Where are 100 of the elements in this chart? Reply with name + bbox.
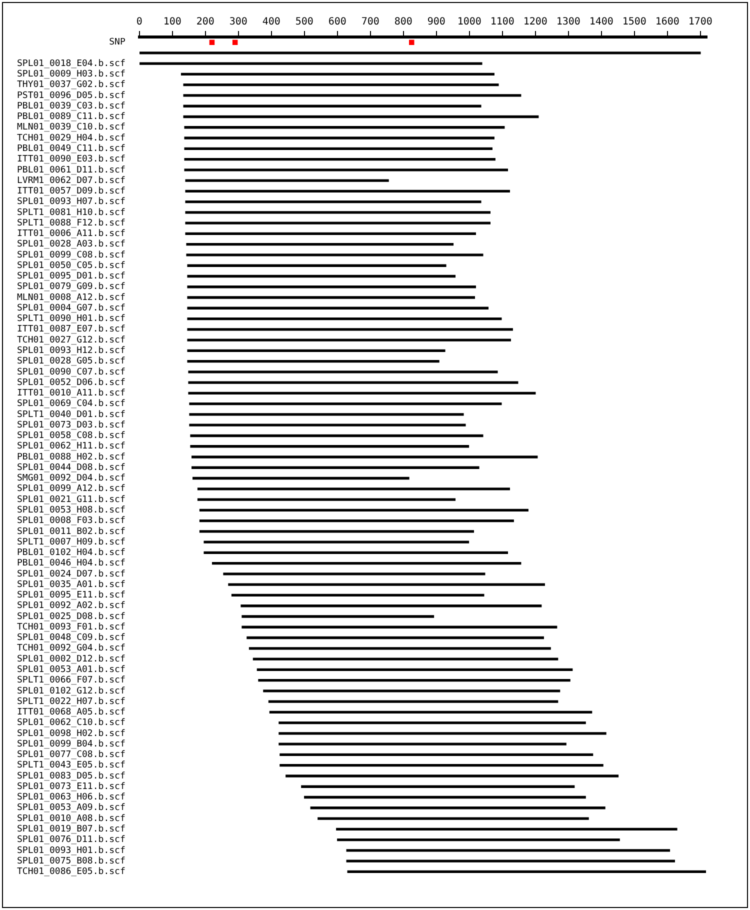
y-tick-label: SPL01_0093_H01.b.scf [16,846,126,856]
y-tick-label: SPL01_0009_H03.b.scf [16,70,126,80]
y-tick-label: PBL01_0049_C11.b.scf [16,144,126,154]
bar [187,328,513,331]
y-tick-label: SMG01_0092_D04.b.scf [16,474,126,484]
y-tick-label: SPL01_0008_F03.b.scf [16,516,126,526]
bar [199,530,474,533]
y-tick-label: THY01_0037_G02.b.scf [16,80,126,90]
y-tick-label: SNP [109,38,126,48]
bar [199,519,514,522]
y-tick-label: SPL01_0052_D06.b.scf [16,378,126,388]
y-tick-label: SPL01_0053_A01.b.scf [16,665,126,675]
bar [336,828,678,830]
bar [188,370,498,374]
bar [252,658,558,660]
bar [185,211,491,214]
y-tick-label: SPL01_0035_A01.b.scf [16,580,126,590]
bar [190,434,484,438]
y-tick-label: ITT01_0010_A11.b.scf [16,388,126,399]
bar [186,254,484,256]
bar [269,710,592,714]
bar [187,360,440,363]
bar [223,572,486,576]
y-tick-label: SPLT1_0081_H10.b.scf [16,208,126,218]
bar [204,551,508,554]
x-tick-label: 0 [136,16,142,28]
y-tick-label: TCH01_0086_E05.b.scf [16,867,126,878]
y-tick-label: SPL01_0024_D07.b.scf [16,569,126,580]
y-tick-label: SPL01_0048_C09.b.scf [16,633,126,644]
x-tick-label: 1500 [622,16,646,28]
x-tick-label: 1400 [589,16,614,28]
bar [346,849,670,852]
bar [185,232,476,236]
x-tick-label: 400 [262,16,280,28]
y-tick-label: MLN01_0008_A12.b.scf [16,292,126,303]
bar [240,604,542,608]
y-tick-label: SPL01_0053_H08.b.scf [16,506,126,516]
y-tick-label: PBL01_0089_C11.b.scf [16,112,126,122]
x-tick-label: 1100 [490,16,514,28]
y-tick-label: SPL01_0011_B02.b.scf [16,526,126,537]
y-tick-label: PBL01_0061_D11.b.scf [16,165,126,176]
y-tick-label: SPL01_0083_D05.b.scf [16,771,126,782]
bar [278,721,586,724]
bar [180,72,494,76]
bar [185,222,491,224]
y-tick-label: SPL01_0018_E04.b.scf [16,58,126,69]
bar [286,774,619,778]
x-tick-label: 300 [229,16,248,28]
y-tick-label: SPL01_0062_C10.b.scf [16,718,126,728]
y-tick-label: SPL01_0050_C05.b.scf [16,260,126,271]
y-tick-label: SPLT1_0040_D01.b.scf [16,410,126,420]
y-tick-label: ITT01_0006_A11.b.scf [16,229,126,240]
y-tick-label: SPL01_0099_C08.b.scf [16,250,126,260]
bar [263,690,560,692]
x-tick-label: 900 [427,16,446,28]
bar [185,190,510,193]
y-tick-label: SPL01_0069_C04.b.scf [16,399,126,410]
bar [318,817,589,820]
y-tick-label: PBL01_0088_H02.b.scf [16,452,126,462]
bar [280,753,594,756]
bar [183,84,499,86]
bar [189,402,502,406]
y-tick-label: SPL01_0028_G05.b.scf [16,356,126,367]
y-tick-label: PBL01_0102_H04.b.scf [16,548,126,558]
y-tick-label: SPL01_0021_G11.b.scf [16,494,126,505]
bar [204,540,470,544]
y-tick-label: SPL01_0010_A08.b.scf [16,814,126,824]
bar [187,349,446,352]
bar [140,62,482,65]
y-tick-label: SPL01_0004_G07.b.scf [16,303,126,314]
y-tick-label: SPL01_0079_G09.b.scf [16,282,126,292]
y-tick-label: SPL01_0099_B04.b.scf [16,739,126,750]
bar [212,562,522,565]
bar [189,413,464,416]
y-tick-label: ITT01_0087_E07.b.scf [16,324,126,335]
bar [199,508,528,512]
y-tick-label: SPL01_0077_C08.b.scf [16,750,126,760]
y-tick-label: ITT01_0057_D09.b.scf [16,186,126,197]
bar [190,445,470,448]
y-tick-label: SPL01_0058_C08.b.scf [16,431,126,442]
bar [187,274,456,278]
y-tick-label: SPLT1_0007_H09.b.scf [16,537,126,548]
bar [242,626,558,628]
bar [192,466,480,469]
y-tick-label: SPLT1_0088_F12.b.scf [16,218,126,228]
x-tick-label: 1200 [523,16,548,28]
y-tick-label: SPL01_0028_A03.b.scf [16,240,126,250]
y-tick-label: SPL01_0075_B08.b.scf [16,856,126,866]
bar [185,179,389,182]
bar [258,678,570,682]
bar [192,456,538,458]
x-tick-label: 800 [394,16,412,28]
y-tick-label: SPL01_0092_A02.b.scf [16,601,126,612]
bar [184,126,505,129]
bar [183,94,522,97]
bar [184,168,508,172]
y-tick-label: SPL01_0098_H02.b.scf [16,728,126,739]
bar [278,742,566,746]
y-tick-label: SPL01_0095_D01.b.scf [16,272,126,282]
y-tick-label: PBL01_0046_H04.b.scf [16,558,126,569]
